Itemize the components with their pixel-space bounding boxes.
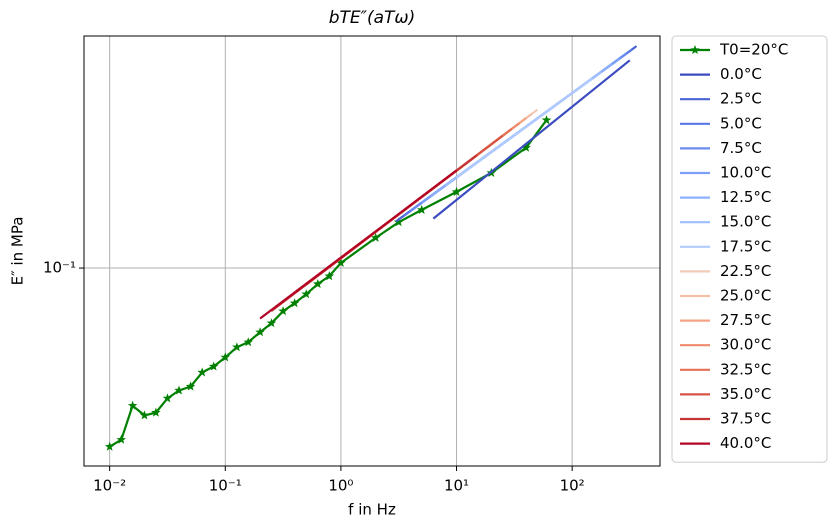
series-marker	[451, 186, 462, 196]
series-marker	[127, 400, 138, 410]
legend-label: 5.0°C	[720, 114, 762, 132]
series-marker	[521, 142, 531, 152]
legend-label: 35.0°C	[720, 385, 771, 403]
x-tick-label: 10⁻¹	[209, 477, 242, 495]
series-marker	[104, 441, 115, 451]
x-tick-label: 10²	[560, 477, 585, 495]
series-line	[259, 169, 458, 320]
series-line	[432, 59, 631, 220]
legend-label: T0=20°C	[719, 41, 788, 59]
x-tick-label: 10¹	[444, 477, 469, 495]
series-marker	[417, 204, 427, 214]
series-marker	[185, 381, 196, 391]
legend-label: 37.5°C	[720, 410, 771, 428]
legend-label: 7.5°C	[720, 139, 762, 157]
legend-label: 12.5°C	[720, 188, 771, 206]
legend-label: 17.5°C	[720, 237, 771, 255]
legend-label: 32.5°C	[720, 360, 771, 378]
legend-label: 27.5°C	[720, 311, 771, 329]
series-marker	[174, 385, 184, 395]
series-marker	[139, 410, 150, 420]
x-axis-label: f in Hz	[348, 501, 396, 519]
series-marker	[220, 352, 230, 362]
series-marker	[232, 342, 242, 352]
x-tick-label: 10⁻²	[93, 477, 126, 495]
legend-label: 25.0°C	[720, 287, 771, 305]
legend-marker	[690, 45, 700, 54]
series-line	[455, 77, 594, 179]
series-marker	[151, 407, 161, 417]
legend-label: 10.0°C	[720, 164, 771, 182]
series-marker	[324, 271, 335, 281]
series-marker	[541, 115, 552, 125]
series-marker	[278, 306, 288, 316]
series-marker	[116, 434, 126, 444]
series-marker	[266, 318, 277, 328]
series-marker	[336, 257, 346, 267]
legend-label: 0.0°C	[720, 65, 762, 83]
series-marker	[289, 298, 300, 308]
legend-label: 40.0°C	[720, 434, 771, 452]
series-marker	[208, 361, 219, 371]
legend-label: 15.0°C	[720, 213, 771, 231]
legend-frame	[671, 35, 828, 463]
x-tick-label: 10⁰	[328, 477, 353, 495]
series-marker	[301, 289, 311, 299]
series-marker	[197, 367, 207, 377]
plot-frame	[83, 35, 661, 467]
series-line	[109, 119, 548, 448]
legend-label: 2.5°C	[720, 90, 762, 108]
series-marker	[255, 327, 265, 337]
series-marker	[243, 337, 253, 347]
series-marker	[162, 393, 173, 403]
y-tick-label: 10⁻¹	[43, 259, 76, 277]
legend-label: 22.5°C	[720, 262, 771, 280]
chart-title: bTE″(aTω)	[329, 8, 416, 28]
series-marker	[393, 217, 404, 227]
legend-label: 30.0°C	[720, 336, 771, 354]
series-marker	[371, 232, 381, 242]
series-marker	[313, 279, 323, 289]
y-axis-label: E″ in MPa	[9, 217, 27, 286]
